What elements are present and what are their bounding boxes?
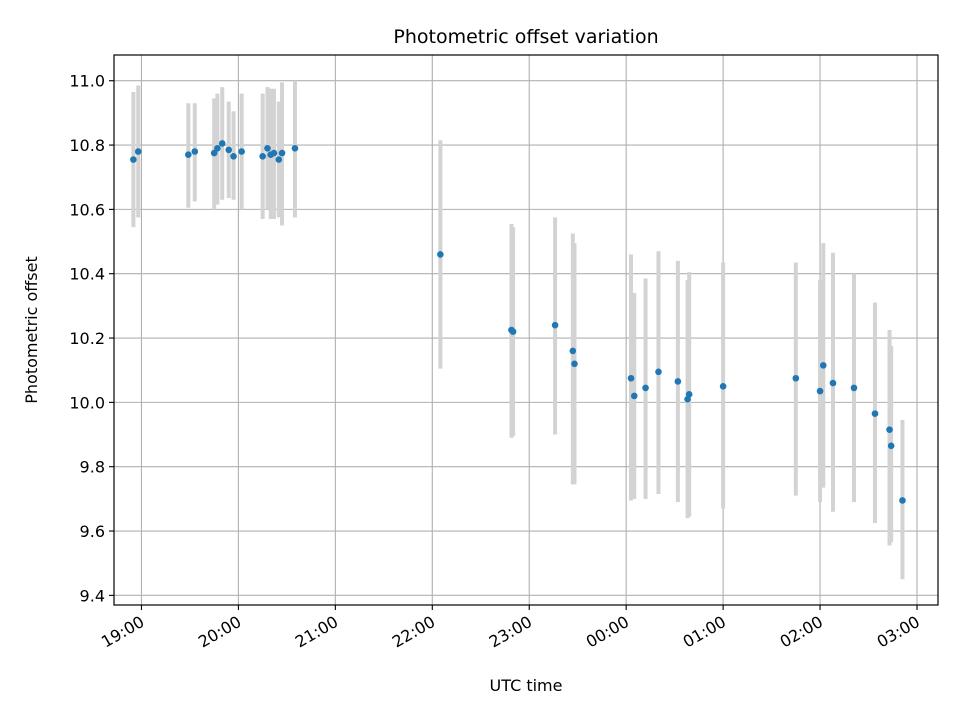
data-point (509, 328, 517, 335)
y-tick-label: 9.8 (80, 458, 105, 477)
data-point (850, 384, 858, 392)
data-point (829, 379, 837, 387)
data-point (291, 144, 299, 152)
data-point (569, 347, 577, 355)
data-point (886, 426, 893, 434)
y-tick-label: 11.0 (69, 72, 105, 91)
data-point (627, 374, 635, 382)
data-point (185, 151, 192, 159)
x-axis-title: UTC time (490, 676, 563, 695)
grid-layer (114, 55, 938, 605)
data-point (437, 251, 444, 258)
error-bars (131, 80, 905, 580)
data-point (642, 384, 649, 392)
x-tick-label: 03:00 (874, 612, 923, 652)
data-point (719, 382, 727, 390)
data-point (685, 391, 693, 398)
data-point (571, 360, 578, 368)
x-tick-label: 23:00 (486, 612, 535, 652)
plot-frame (113, 54, 939, 606)
x-tick-label: 22:00 (389, 612, 438, 652)
data-point (134, 148, 142, 155)
data-point (674, 378, 682, 385)
x-axis-ticks: 19:00 20:00 21:00 22:00 23:00 00:00 01:00 02:00… (98, 605, 923, 652)
data-point (275, 156, 283, 163)
x-tick-label: 00:00 (583, 612, 632, 652)
y-tick-label: 10.8 (69, 136, 105, 155)
data-point (230, 153, 237, 160)
y-tick-label: 10.6 (69, 200, 105, 219)
data-point (225, 146, 233, 154)
data-point (887, 442, 895, 450)
data-point (130, 156, 137, 163)
y-tick-label: 9.6 (80, 522, 105, 541)
data-point (210, 149, 218, 157)
y-tick-label: 10.4 (69, 265, 105, 284)
y-tick-label: 9.4 (80, 586, 105, 605)
data-point (191, 148, 199, 155)
data-point (899, 497, 906, 504)
y-axis-title: Photometric offset (22, 256, 41, 404)
chart-title: Photometric offset variation (393, 26, 658, 48)
x-tick-label: 19:00 (98, 612, 147, 652)
data-point (819, 362, 827, 369)
data-point (270, 149, 278, 157)
data-point (238, 148, 245, 155)
y-tick-label: 10.0 (69, 393, 105, 412)
x-tick-label: 20:00 (195, 612, 244, 652)
data-point (816, 387, 824, 395)
data-point (655, 368, 662, 376)
data-point (792, 374, 800, 382)
data-point (218, 140, 226, 147)
data-point (551, 321, 559, 329)
data-point (214, 144, 221, 152)
data-point (259, 153, 266, 160)
data-point (871, 410, 879, 417)
x-tick-label: 01:00 (680, 612, 729, 652)
data-point (278, 149, 286, 157)
data-points (130, 140, 906, 504)
x-tick-label: 02:00 (777, 612, 826, 652)
data-point (264, 144, 271, 152)
y-axis-ticks: 9.4 9.6 9.8 10.0 10.2 10.4 10.6 10.8 11.0 (69, 72, 114, 605)
y-tick-label: 10.2 (69, 329, 105, 348)
x-tick-label: 21:00 (292, 612, 341, 652)
data-point (630, 392, 638, 400)
